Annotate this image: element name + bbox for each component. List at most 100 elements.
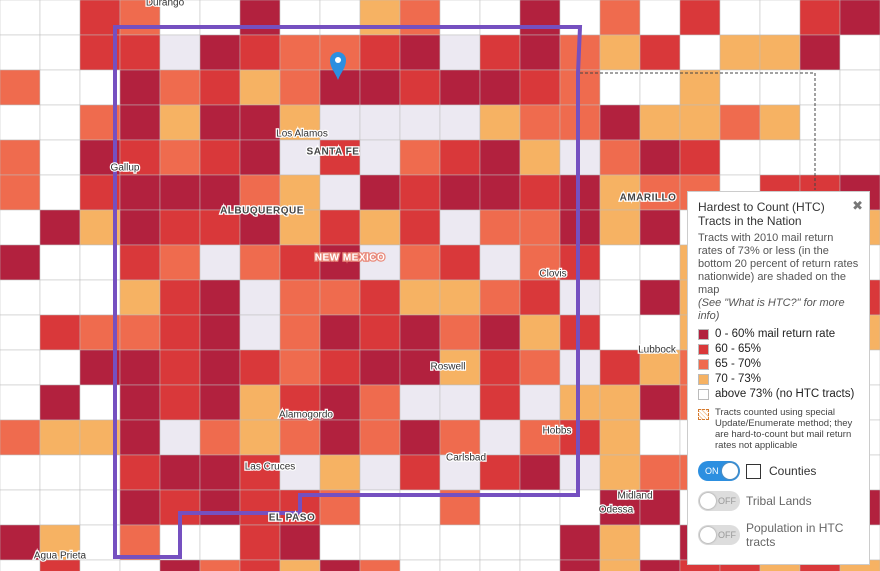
place-label: Odessa [599, 505, 634, 516]
place-label: ALBUQUERQUE [220, 206, 304, 217]
tract [479, 139, 521, 176]
tract [839, 34, 880, 71]
tract [359, 279, 401, 316]
tract [239, 104, 281, 141]
tract [159, 209, 201, 246]
legend-label: above 73% (no HTC tracts) [715, 388, 855, 400]
tract [119, 524, 161, 561]
tract [0, 489, 41, 526]
tract [0, 244, 41, 281]
tract [359, 34, 401, 71]
tract [719, 0, 761, 36]
tract [719, 104, 761, 141]
tract [279, 209, 321, 246]
toggle[interactable]: ON [698, 461, 740, 481]
tract [279, 384, 321, 421]
tract [199, 244, 241, 281]
tract [799, 34, 841, 71]
tract [239, 419, 281, 456]
tract [199, 419, 241, 456]
tract [239, 349, 281, 386]
location-pin[interactable] [330, 52, 346, 80]
tract [399, 139, 441, 176]
tract [0, 139, 41, 176]
tract [399, 384, 441, 421]
tract [679, 0, 721, 36]
tract [359, 139, 401, 176]
tract [599, 244, 641, 281]
tract [639, 209, 681, 246]
tract [159, 454, 201, 491]
tract [439, 559, 481, 571]
tract [639, 69, 681, 106]
tract [599, 559, 641, 571]
tract [599, 34, 641, 71]
tract [199, 559, 241, 571]
place-label: Agua Prieta [34, 551, 87, 562]
tract [359, 419, 401, 456]
tract [479, 279, 521, 316]
toggle-state: OFF [718, 496, 736, 506]
tract [279, 524, 321, 561]
tract [359, 104, 401, 141]
tract [479, 349, 521, 386]
tract [319, 419, 361, 456]
tract [119, 454, 161, 491]
place-label: EL PASO [269, 513, 315, 524]
tract [159, 104, 201, 141]
tract [159, 279, 201, 316]
tract [79, 559, 121, 571]
tract [39, 384, 81, 421]
tract [239, 524, 281, 561]
place-label: SANTA FE [307, 147, 360, 158]
close-button[interactable]: ✖ [852, 198, 863, 213]
tract [639, 34, 681, 71]
tract [39, 174, 81, 211]
legend-label: 60 - 65% [715, 343, 762, 355]
legend-description: Tracts with 2010 mail return rates of 73… [698, 232, 859, 296]
toggle[interactable]: OFF [698, 525, 740, 545]
tract [479, 454, 521, 491]
legend-item: above 73% (no HTC tracts) [698, 387, 859, 401]
tract [479, 314, 521, 351]
swatch [698, 328, 709, 340]
tract [759, 0, 801, 36]
tract [119, 279, 161, 316]
tract [639, 244, 681, 281]
tract [519, 314, 561, 351]
tract [519, 244, 561, 281]
tract [599, 209, 641, 246]
toggle-row: ON Counties [698, 461, 859, 481]
tract [199, 209, 241, 246]
tract [159, 139, 201, 176]
checkbox[interactable] [746, 463, 761, 479]
tract [679, 104, 721, 141]
tract [479, 524, 521, 561]
tract [199, 174, 241, 211]
tract [239, 34, 281, 71]
tract [279, 419, 321, 456]
tract [279, 314, 321, 351]
tract [439, 0, 481, 36]
tract [279, 279, 321, 316]
tract [399, 314, 441, 351]
tract [599, 0, 641, 36]
tract [0, 454, 41, 491]
tract [519, 34, 561, 71]
tract [159, 314, 201, 351]
tract [399, 279, 441, 316]
tract [479, 69, 521, 106]
tract [39, 419, 81, 456]
tract [39, 279, 81, 316]
tract [159, 419, 201, 456]
tract [719, 139, 761, 176]
tract [319, 314, 361, 351]
tract [639, 419, 681, 456]
tract [319, 559, 361, 571]
tract [0, 0, 41, 36]
toggle[interactable]: OFF [698, 491, 740, 511]
tract [119, 0, 161, 36]
tract [399, 0, 441, 36]
tract [479, 34, 521, 71]
